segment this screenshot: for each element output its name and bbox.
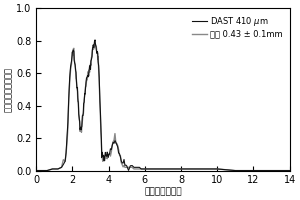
样品 0.43 ± 0.1mm bbox=[45, 169, 49, 172]
DAST 410 $\mu$m bbox=[93, 39, 97, 41]
样品 0.43 ± 0.1mm bbox=[100, 142, 103, 145]
样品 0.43 ± 0.1mm bbox=[252, 169, 255, 172]
Line: 样品 0.43 ± 0.1mm: 样品 0.43 ± 0.1mm bbox=[36, 44, 290, 171]
DAST 410 $\mu$m bbox=[288, 169, 292, 172]
DAST 410 $\mu$m bbox=[104, 154, 108, 157]
Line: DAST 410 $\mu$m: DAST 410 $\mu$m bbox=[36, 40, 290, 171]
Y-axis label: 太赫兹脉冲信号强度: 太赫兹脉冲信号强度 bbox=[4, 67, 13, 112]
DAST 410 $\mu$m bbox=[100, 138, 103, 140]
DAST 410 $\mu$m bbox=[40, 169, 44, 172]
样品 0.43 ± 0.1mm bbox=[40, 169, 44, 172]
DAST 410 $\mu$m bbox=[252, 169, 255, 172]
DAST 410 $\mu$m bbox=[45, 169, 49, 172]
DAST 410 $\mu$m bbox=[34, 169, 38, 172]
样品 0.43 ± 0.1mm bbox=[97, 67, 101, 70]
Legend: DAST 410 $\mu$m, 样品 0.43 ± 0.1mm: DAST 410 $\mu$m, 样品 0.43 ± 0.1mm bbox=[190, 12, 286, 41]
X-axis label: 频率（太赫兹）: 频率（太赫兹） bbox=[144, 187, 182, 196]
样品 0.43 ± 0.1mm bbox=[288, 169, 292, 172]
样品 0.43 ± 0.1mm bbox=[93, 43, 97, 45]
样品 0.43 ± 0.1mm bbox=[34, 169, 38, 172]
样品 0.43 ± 0.1mm bbox=[104, 157, 108, 159]
DAST 410 $\mu$m bbox=[97, 65, 101, 67]
